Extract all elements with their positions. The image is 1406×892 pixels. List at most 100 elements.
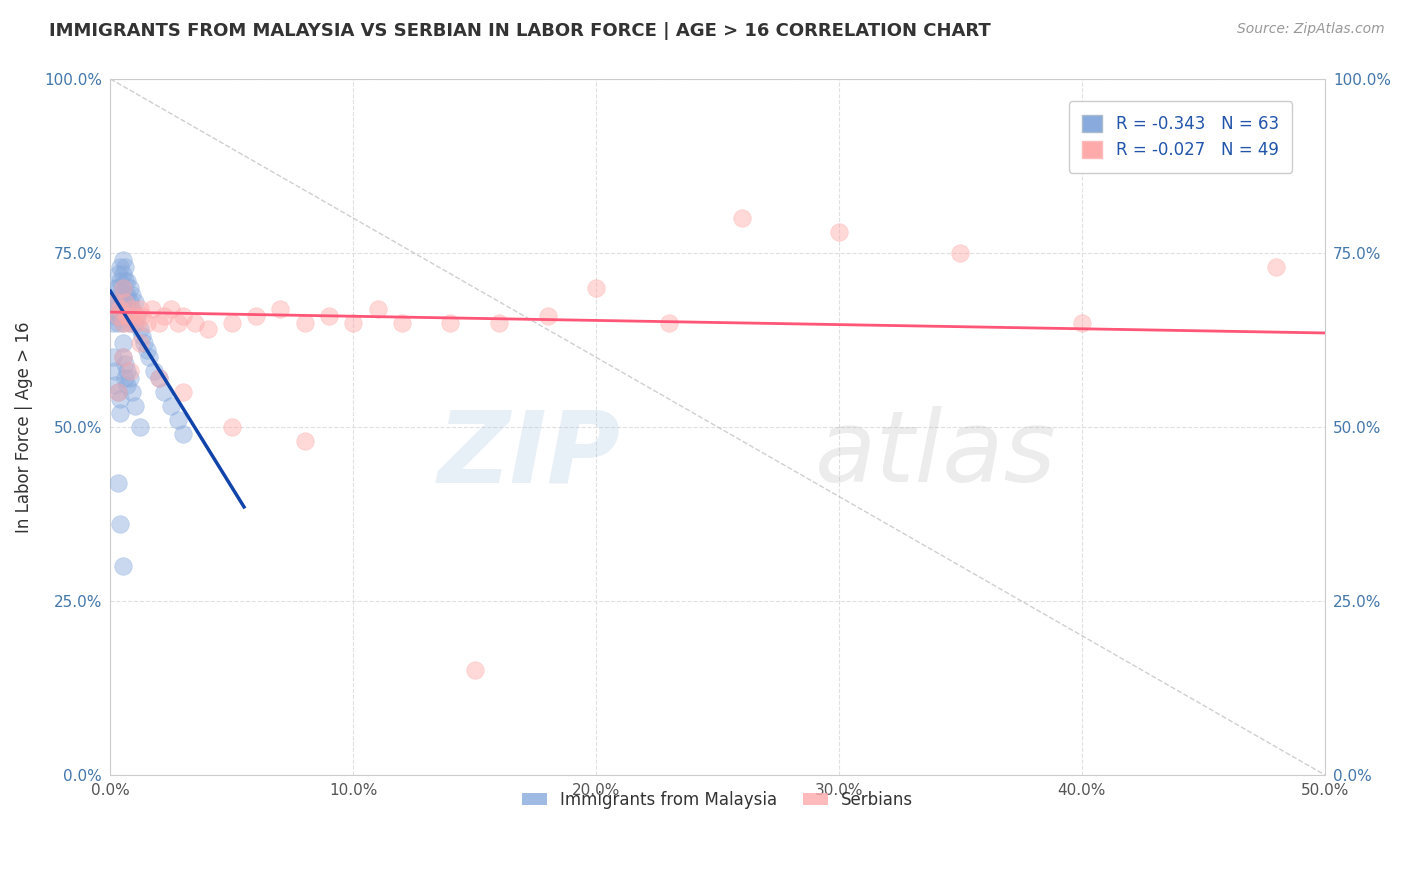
Point	[101, 301, 124, 316]
Point	[245, 309, 267, 323]
Point	[114, 309, 136, 323]
Point	[148, 371, 170, 385]
Point	[104, 294, 127, 309]
Point	[167, 413, 190, 427]
Text: ZIP: ZIP	[437, 406, 620, 503]
Point	[318, 309, 340, 323]
Point	[134, 336, 156, 351]
Point	[160, 301, 183, 316]
Point	[111, 252, 134, 267]
Point	[104, 281, 127, 295]
Point	[107, 316, 129, 330]
Point	[153, 309, 176, 323]
Point	[464, 664, 486, 678]
Point	[104, 294, 127, 309]
Point	[121, 301, 143, 316]
Point	[107, 267, 129, 281]
Point	[221, 316, 243, 330]
Point	[114, 294, 136, 309]
Point	[1070, 316, 1092, 330]
Point	[367, 301, 389, 316]
Point	[124, 309, 146, 323]
Point	[117, 309, 139, 323]
Point	[128, 420, 150, 434]
Point	[114, 274, 136, 288]
Point	[828, 225, 851, 239]
Point	[111, 351, 134, 365]
Point	[111, 301, 134, 316]
Point	[117, 364, 139, 378]
Point	[121, 301, 143, 316]
Legend: Immigrants from Malaysia, Serbians: Immigrants from Malaysia, Serbians	[516, 784, 920, 815]
Point	[118, 281, 141, 295]
Point	[172, 385, 194, 400]
Point	[153, 385, 176, 400]
Point	[148, 316, 170, 330]
Point	[114, 371, 136, 385]
Point	[160, 399, 183, 413]
Point	[111, 316, 134, 330]
Point	[167, 316, 190, 330]
Point	[107, 309, 129, 323]
Point	[269, 301, 291, 316]
Point	[172, 309, 194, 323]
Point	[342, 316, 364, 330]
Point	[124, 294, 146, 309]
Point	[111, 281, 134, 295]
Point	[108, 517, 131, 532]
Point	[111, 559, 134, 574]
Point	[128, 336, 150, 351]
Point	[114, 260, 136, 274]
Point	[108, 392, 131, 406]
Point	[108, 260, 131, 274]
Point	[138, 351, 160, 365]
Point	[118, 371, 141, 385]
Point	[949, 246, 972, 260]
Point	[101, 316, 124, 330]
Point	[184, 316, 207, 330]
Point	[135, 343, 157, 358]
Point	[731, 211, 754, 226]
Point	[107, 281, 129, 295]
Text: IMMIGRANTS FROM MALAYSIA VS SERBIAN IN LABOR FORCE | AGE > 16 CORRELATION CHART: IMMIGRANTS FROM MALAYSIA VS SERBIAN IN L…	[49, 22, 991, 40]
Point	[172, 426, 194, 441]
Point	[111, 281, 134, 295]
Point	[107, 385, 129, 400]
Point	[221, 420, 243, 434]
Point	[585, 281, 607, 295]
Point	[108, 406, 131, 420]
Point	[121, 385, 143, 400]
Point	[131, 309, 153, 323]
Point	[1265, 260, 1288, 274]
Point	[108, 309, 131, 323]
Point	[111, 351, 134, 365]
Text: Source: ZipAtlas.com: Source: ZipAtlas.com	[1237, 22, 1385, 37]
Point	[107, 385, 129, 400]
Point	[111, 316, 134, 330]
Point	[117, 378, 139, 392]
Point	[294, 434, 316, 448]
Point	[111, 336, 134, 351]
Point	[135, 316, 157, 330]
Point	[128, 322, 150, 336]
Point	[108, 274, 131, 288]
Point	[148, 371, 170, 385]
Point	[107, 294, 129, 309]
Point	[114, 287, 136, 301]
Point	[118, 294, 141, 309]
Point	[294, 316, 316, 330]
Point	[117, 287, 139, 301]
Point	[108, 287, 131, 301]
Point	[658, 316, 681, 330]
Point	[197, 322, 219, 336]
Text: atlas: atlas	[814, 406, 1056, 503]
Point	[124, 399, 146, 413]
Y-axis label: In Labor Force | Age > 16: In Labor Force | Age > 16	[15, 321, 32, 533]
Point	[104, 378, 127, 392]
Point	[104, 364, 127, 378]
Point	[128, 301, 150, 316]
Point	[111, 267, 134, 281]
Point	[121, 287, 143, 301]
Point	[117, 274, 139, 288]
Point	[488, 316, 510, 330]
